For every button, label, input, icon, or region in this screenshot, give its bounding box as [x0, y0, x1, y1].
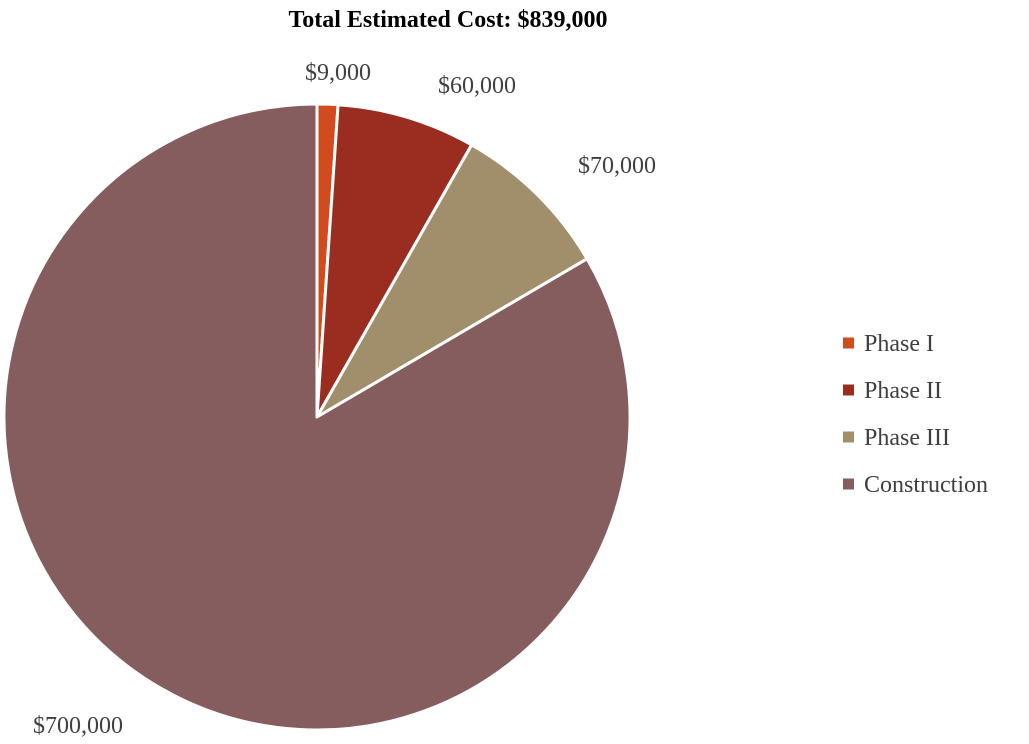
legend: Phase I Phase II Phase III Construction	[843, 331, 988, 498]
pie-slice-construction	[2, 102, 632, 732]
legend-swatch-phase-i	[843, 337, 854, 349]
legend-label-construction: Construction	[864, 472, 988, 498]
data-label-construction: $700,000	[33, 713, 123, 739]
legend-swatch-construction	[843, 478, 854, 490]
legend-item-phase-i: Phase I	[843, 331, 934, 357]
legend-item-construction: Construction	[843, 472, 988, 498]
legend-item-phase-ii: Phase II	[843, 378, 942, 404]
pie-slice-phase-ii	[315, 103, 474, 419]
legend-swatch-phase-ii	[843, 384, 854, 396]
legend-label-phase-iii: Phase III	[864, 425, 950, 451]
legend-label-phase-i: Phase I	[864, 331, 934, 357]
data-label-phase-i: $9,000	[305, 60, 371, 86]
data-label-phase-ii: $60,000	[438, 73, 516, 99]
data-labels: $9,000 $60,000 $70,000 $700,000	[33, 60, 656, 739]
data-label-phase-iii: $70,000	[578, 153, 656, 179]
pie-slice-phase-iii	[315, 143, 589, 419]
pie-slices	[2, 102, 632, 732]
chart-title: Total Estimated Cost: $839,000	[288, 7, 607, 33]
legend-swatch-phase-iii	[843, 431, 854, 443]
legend-item-phase-iii: Phase III	[843, 425, 950, 451]
legend-label-phase-ii: Phase II	[864, 378, 942, 404]
